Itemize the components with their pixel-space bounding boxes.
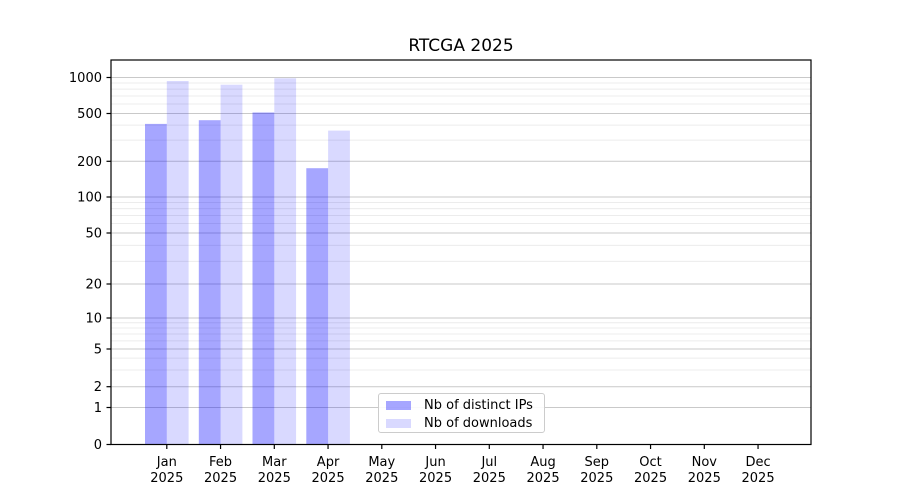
chart-title: RTCGA 2025 xyxy=(408,36,514,56)
y-tick-label-2: 2 xyxy=(94,380,102,395)
x-tick-label-apr: Apr xyxy=(317,455,340,470)
bar-mar-distinct-ips xyxy=(252,112,275,445)
x-tick-label-nov: Nov xyxy=(692,455,718,470)
legend-label-downloads: Nb of downloads xyxy=(424,415,533,431)
legend: Nb of distinct IPs Nb of downloads xyxy=(378,393,545,433)
x-tick-year-label: 2025 xyxy=(527,471,560,486)
bar-feb-downloads xyxy=(220,84,243,445)
bar-feb-distinct-ips xyxy=(198,120,221,445)
y-tick-label-100: 100 xyxy=(77,191,102,206)
x-tick-label-mar: Mar xyxy=(262,455,287,470)
bar-jan-distinct-ips xyxy=(145,123,167,445)
y-tick-label-50: 50 xyxy=(85,227,102,242)
x-tick-year-label: 2025 xyxy=(634,471,667,486)
x-tick-year-label: 2025 xyxy=(258,471,291,486)
x-tick-label-aug: Aug xyxy=(530,455,555,470)
x-tick-year-label: 2025 xyxy=(150,471,183,486)
x-tick-year-label: 2025 xyxy=(204,471,237,486)
y-tick-label-5: 5 xyxy=(94,343,102,358)
bar-apr-downloads xyxy=(328,130,350,445)
bar-jan-downloads xyxy=(166,81,189,445)
plot-border xyxy=(110,59,812,446)
x-tick-label-jun: Jun xyxy=(424,455,445,470)
y-tick-label-20: 20 xyxy=(85,278,102,293)
x-tick-label-sep: Sep xyxy=(585,455,610,470)
x-tick-year-label: 2025 xyxy=(365,471,398,486)
x-tick-label-may: May xyxy=(368,455,395,470)
y-tick-label-500: 500 xyxy=(77,107,102,122)
x-tick-label-jan: Jan xyxy=(156,455,177,470)
x-tick-year-label: 2025 xyxy=(580,471,613,486)
x-tick-year-label: 2025 xyxy=(742,471,775,486)
y-tick-label-10: 10 xyxy=(85,312,102,327)
x-tick-year-label: 2025 xyxy=(312,471,345,486)
x-tick-label-jul: Jul xyxy=(480,455,497,470)
x-tick-year-label: 2025 xyxy=(688,471,721,486)
x-tick-label-dec: Dec xyxy=(745,455,770,470)
y-tick-label-0: 0 xyxy=(94,438,102,453)
legend-swatch-downloads-icon xyxy=(386,418,411,428)
x-tick-year-label: 2025 xyxy=(419,471,452,486)
legend-item-downloads: Nb of downloads xyxy=(379,414,544,432)
legend-swatch-distinct-ips-icon xyxy=(386,400,411,410)
x-tick-year-label: 2025 xyxy=(473,471,506,486)
legend-item-distinct-ips: Nb of distinct IPs xyxy=(379,396,544,414)
x-tick-label-oct: Oct xyxy=(639,455,661,470)
x-tick-label-feb: Feb xyxy=(209,455,232,470)
bar-apr-distinct-ips xyxy=(306,168,329,445)
legend-label-distinct-ips: Nb of distinct IPs xyxy=(424,397,533,413)
y-tick-label-1: 1 xyxy=(94,401,102,416)
y-tick-label-200: 200 xyxy=(77,155,102,170)
y-tick-label-1000: 1000 xyxy=(69,71,102,86)
bar-mar-downloads xyxy=(274,78,297,445)
